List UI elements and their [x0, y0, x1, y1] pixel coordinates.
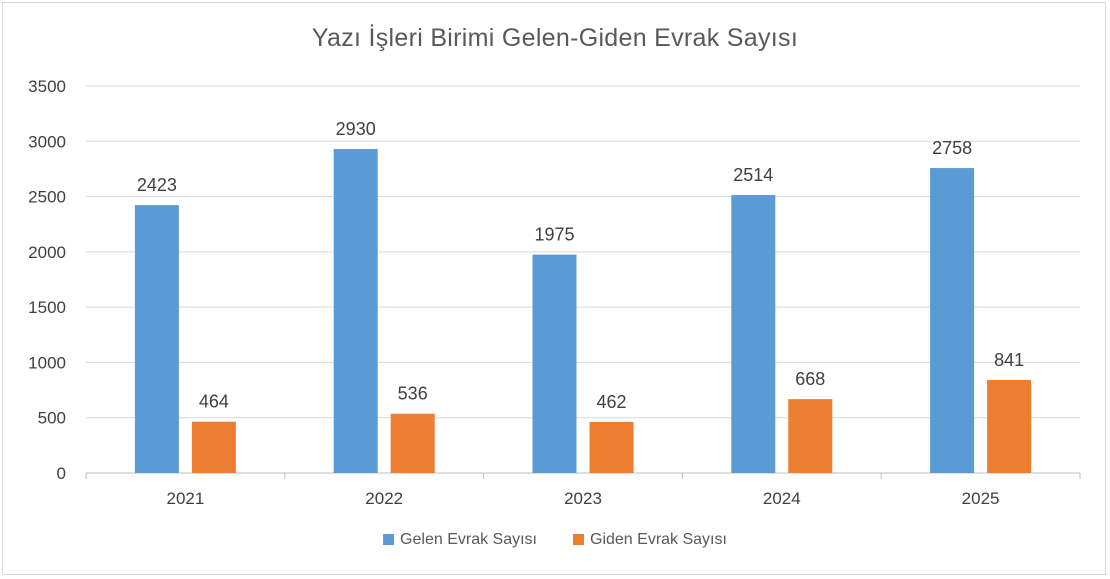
bar-giden-2022: [390, 413, 435, 473]
legend-label-giden: Giden Evrak Sayısı: [590, 531, 727, 548]
x-tick-label: 2022: [365, 489, 403, 508]
data-label-giden-2022: 536: [398, 384, 428, 404]
x-tick-label: 2023: [564, 489, 602, 508]
bar-gelen-2024: [731, 195, 776, 473]
data-labels: 2423 464 2930 536 1975 462 2514 668 2758 841: [137, 119, 1024, 412]
bar-gelen-2022: [333, 149, 378, 474]
x-tick-label: 2024: [763, 489, 801, 508]
bar-gelen-2023: [532, 254, 577, 473]
y-tick-label: 2500: [28, 188, 66, 207]
bar-giden-2021: [191, 421, 236, 473]
y-tick-label: 500: [38, 409, 66, 428]
data-label-gelen-2023: 1975: [534, 225, 574, 245]
data-label-giden-2023: 462: [596, 392, 626, 412]
data-label-gelen-2025: 2758: [932, 138, 972, 158]
data-label-giden-2025: 841: [994, 350, 1024, 370]
data-label-gelen-2024: 2514: [733, 165, 773, 185]
bar-giden-2024: [788, 399, 833, 473]
y-tick-label: 0: [57, 464, 66, 483]
data-label-giden-2021: 464: [199, 392, 229, 412]
bar-giden-2023: [589, 421, 634, 473]
axes: 0 500 1000 1500 2000 2500 3000 3500 2021 2022 2023…: [28, 77, 1081, 508]
chart-title: Yazı İşleri Birimi Gelen-Giden Evrak Say…: [311, 24, 799, 52]
data-label-giden-2024: 668: [795, 369, 825, 389]
x-tick-label: 2021: [166, 489, 204, 508]
legend-swatch-gelen: [383, 534, 395, 545]
legend-label-gelen: Gelen Evrak Sayısı: [400, 531, 537, 548]
y-tick-label: 1000: [28, 353, 66, 372]
bar-giden-2025: [987, 380, 1032, 473]
gridlines: [86, 85, 1080, 419]
bar-gelen-2025: [930, 168, 975, 473]
y-tick-label: 3000: [28, 132, 66, 151]
y-tick-label: 2000: [28, 243, 66, 262]
x-tick-label: 2025: [962, 489, 1000, 508]
y-tick-label: 1500: [28, 298, 66, 317]
data-label-gelen-2022: 2930: [336, 119, 376, 139]
bars: [134, 149, 1032, 474]
bar-gelen-2021: [134, 205, 179, 473]
legend-swatch-giden: [573, 534, 584, 545]
y-tick-label: 3500: [28, 77, 66, 96]
legend: Gelen Evrak Sayısı Giden Evrak Sayısı: [383, 531, 727, 548]
data-label-gelen-2021: 2423: [137, 175, 177, 195]
